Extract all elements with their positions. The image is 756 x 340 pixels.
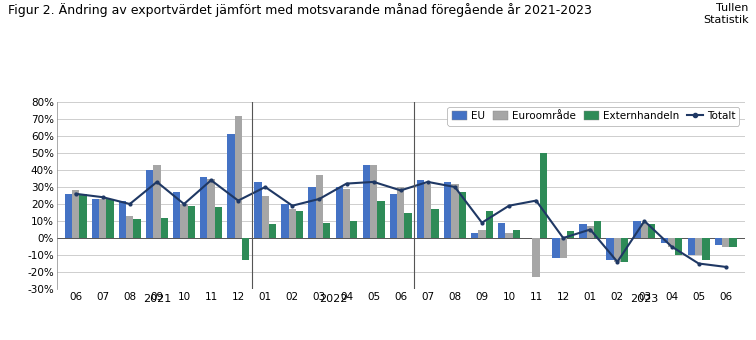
Bar (587, 226, 594, 238)
Bar (606, 238, 614, 260)
Bar (308, 187, 316, 238)
Text: Figur 2. Ändring av exportvärdet jämfört med motsvarande månad föregående år 202: Figur 2. Ändring av exportvärdet jämfört… (8, 3, 591, 17)
Bar (424, 184, 432, 238)
Bar (594, 221, 601, 238)
Bar (323, 223, 330, 238)
Bar (552, 238, 559, 258)
Bar (513, 230, 520, 238)
Bar (146, 170, 153, 238)
Bar (228, 134, 234, 238)
Bar (350, 221, 358, 238)
Bar (207, 178, 215, 238)
Bar (181, 204, 187, 238)
Text: 2022: 2022 (319, 294, 347, 304)
Bar (119, 201, 126, 238)
Bar (648, 224, 655, 238)
Bar (722, 238, 730, 246)
Bar (540, 153, 547, 238)
Bar (479, 230, 485, 238)
Bar (336, 187, 343, 238)
Bar (173, 192, 181, 238)
Bar (559, 238, 567, 258)
Bar (567, 231, 574, 238)
Text: 2023: 2023 (631, 294, 658, 304)
Bar (471, 233, 479, 238)
Bar (498, 223, 505, 238)
Bar (187, 206, 195, 238)
Bar (160, 218, 168, 238)
Bar (485, 211, 493, 238)
Bar (702, 238, 710, 260)
Bar (451, 184, 458, 238)
Bar (234, 116, 242, 238)
Bar (72, 190, 79, 238)
Bar (289, 209, 296, 238)
Bar (79, 194, 87, 238)
Bar (215, 207, 222, 238)
Bar (579, 224, 587, 238)
Bar (363, 165, 370, 238)
Bar (458, 192, 466, 238)
Bar (254, 182, 262, 238)
Bar (432, 209, 438, 238)
Bar (281, 204, 289, 238)
Legend: EU, Euroområde, Externhandeln, Totalt: EU, Euroområde, Externhandeln, Totalt (448, 107, 739, 125)
Text: 2021: 2021 (143, 294, 171, 304)
Bar (99, 199, 107, 238)
Bar (730, 238, 736, 246)
Bar (389, 194, 397, 238)
Bar (661, 238, 668, 243)
Bar (153, 165, 160, 238)
Bar (621, 238, 628, 262)
Bar (107, 199, 113, 238)
Bar (505, 233, 513, 238)
Bar (242, 238, 249, 260)
Bar (343, 189, 350, 238)
Bar (296, 211, 303, 238)
Bar (688, 238, 695, 255)
Bar (262, 195, 269, 238)
Bar (397, 187, 404, 238)
Bar (444, 182, 451, 238)
Bar (634, 221, 641, 238)
Bar (614, 238, 621, 262)
Bar (417, 180, 424, 238)
Bar (370, 165, 377, 238)
Text: Tullen
Statistik: Tullen Statistik (703, 3, 748, 25)
Bar (532, 238, 540, 277)
Bar (65, 194, 72, 238)
Bar (641, 223, 648, 238)
Bar (200, 177, 207, 238)
Bar (695, 238, 702, 255)
Bar (269, 224, 276, 238)
Bar (91, 199, 99, 238)
Bar (668, 238, 675, 246)
Bar (316, 175, 323, 238)
Bar (377, 201, 385, 238)
Bar (134, 219, 141, 238)
Bar (714, 238, 722, 245)
Bar (126, 216, 134, 238)
Bar (404, 212, 412, 238)
Bar (675, 238, 683, 255)
